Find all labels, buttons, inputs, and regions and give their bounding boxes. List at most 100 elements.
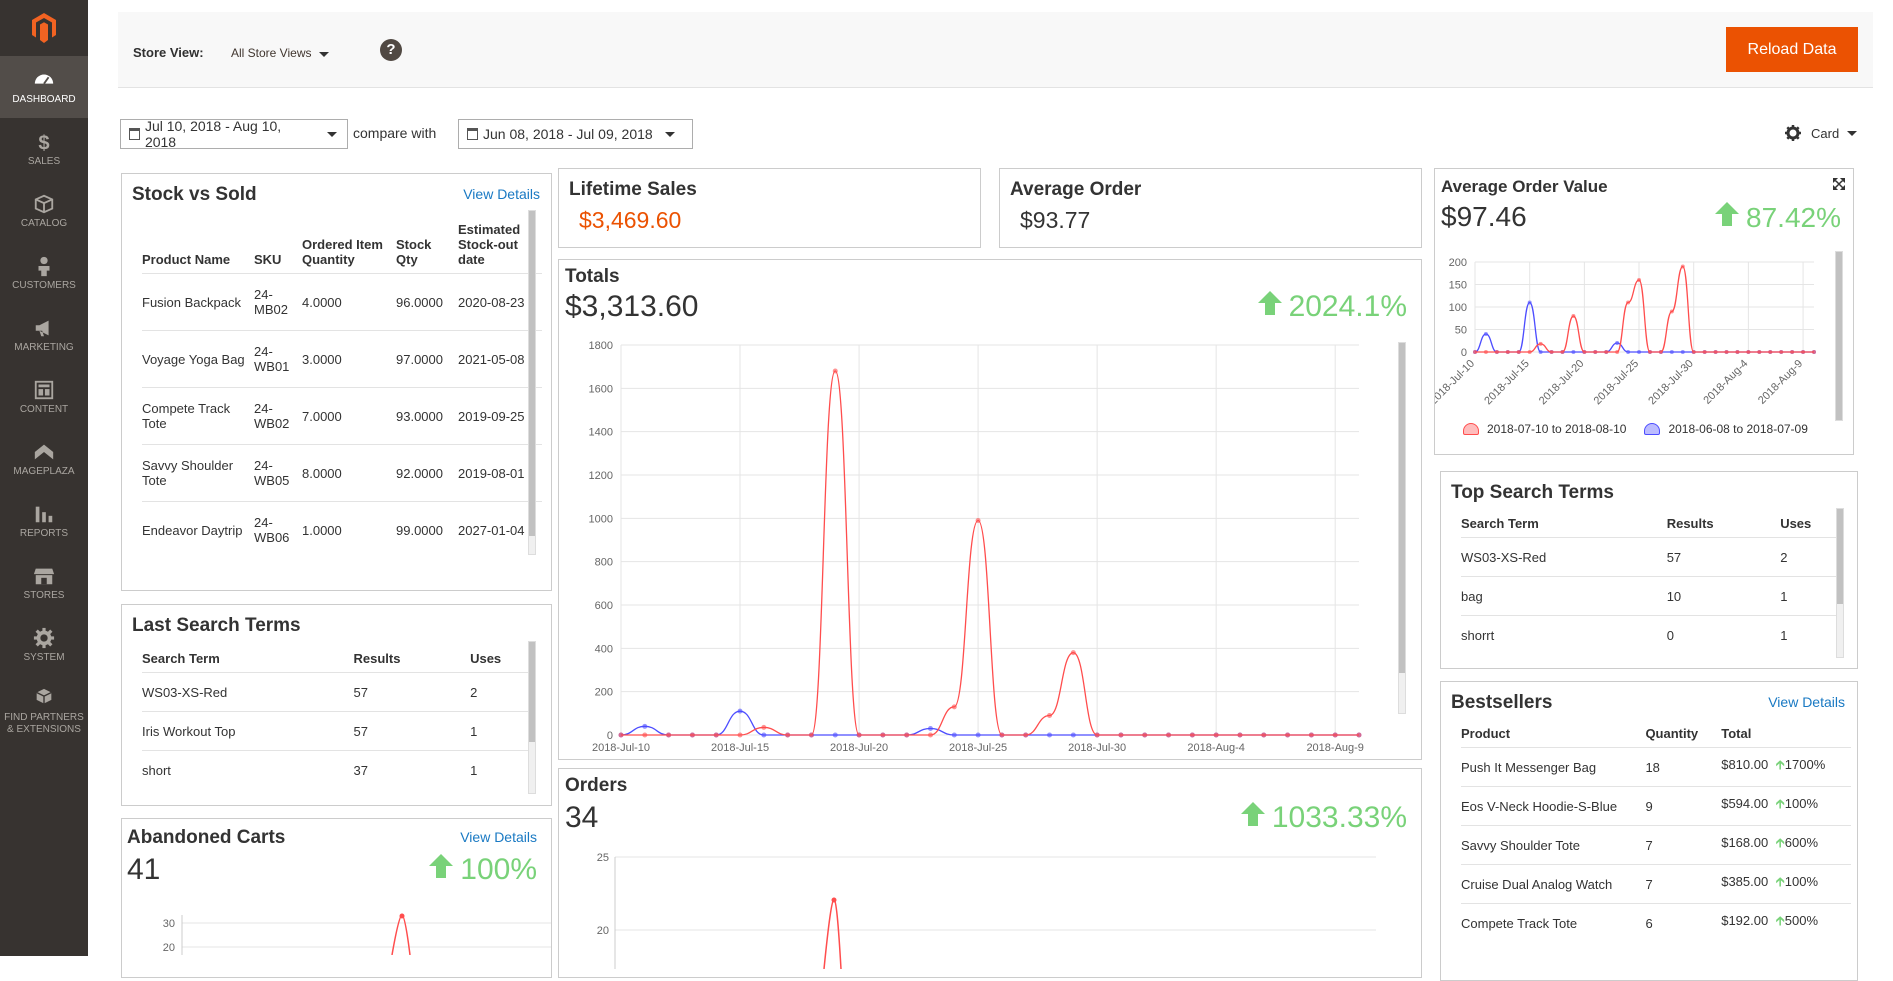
view-details-link[interactable]: View Details (1768, 694, 1845, 710)
data-point[interactable] (1812, 350, 1816, 354)
data-point[interactable] (1669, 309, 1674, 314)
view-mode-switcher[interactable]: Card (1785, 125, 1858, 141)
data-point[interactable] (713, 732, 719, 738)
data-point[interactable] (1637, 350, 1642, 354)
data-point[interactable] (1538, 350, 1543, 354)
date-range-picker[interactable]: Jul 10, 2018 - Aug 10, 2018 (120, 118, 348, 150)
scrollbar[interactable] (1835, 251, 1843, 421)
data-point[interactable] (1637, 278, 1642, 282)
data-point[interactable] (1604, 350, 1609, 354)
data-point[interactable] (999, 732, 1005, 738)
data-point[interactable] (808, 732, 814, 738)
data-point[interactable] (689, 732, 695, 738)
data-point[interactable] (1189, 732, 1195, 738)
sidebar-item-stores[interactable]: STORES (0, 552, 88, 614)
data-point[interactable] (1615, 341, 1620, 345)
data-point[interactable] (1658, 350, 1663, 354)
sidebar-item-find[interactable]: FIND PARTNERS & EXTENSIONS (0, 676, 88, 746)
data-point[interactable] (1626, 300, 1631, 305)
data-point[interactable] (832, 368, 838, 374)
table-row[interactable]: Compete Track Tote 24-WB02 7.0000 93.0000 20… (142, 387, 542, 445)
data-point[interactable] (1516, 350, 1521, 354)
sidebar-item-customers[interactable]: CUSTOMERS (0, 242, 88, 304)
data-point[interactable] (1582, 350, 1587, 354)
data-point[interactable] (1779, 350, 1784, 354)
reload-data-button[interactable]: Reload Data (1726, 27, 1858, 72)
sidebar-item-reports[interactable]: REPORTS (0, 490, 88, 552)
data-point[interactable] (1213, 732, 1219, 738)
table-row[interactable]: short 37 1 (142, 750, 532, 790)
sidebar-item-catalog[interactable]: CATALOG (0, 180, 88, 242)
sidebar-item-sales[interactable]: $ SALES (0, 118, 88, 180)
data-point[interactable] (1285, 732, 1291, 738)
sidebar-item-marketing[interactable]: MARKETING (0, 304, 88, 366)
data-point[interactable] (1626, 350, 1631, 354)
data-point[interactable] (1483, 332, 1488, 336)
data-point[interactable] (1724, 350, 1729, 354)
table-row[interactable]: Endeavor Daytrip 24-WB06 1.0000 99.0000 2027… (142, 501, 542, 559)
data-point[interactable] (618, 732, 624, 738)
table-row[interactable]: Push It Messenger Bag 18 $810.00 🡱1700% (1461, 747, 1851, 787)
data-point[interactable] (1593, 350, 1598, 354)
compare-range-picker[interactable]: Jun 08, 2018 - Jul 09, 2018 (458, 119, 693, 149)
data-point[interactable] (1560, 350, 1565, 354)
data-point[interactable] (1047, 713, 1053, 718)
data-point[interactable] (1308, 732, 1314, 738)
scrollbar[interactable] (528, 210, 536, 555)
scrollbar[interactable] (1836, 508, 1844, 658)
store-view-switcher[interactable]: All Store Views (231, 46, 330, 60)
data-point[interactable] (1571, 314, 1576, 318)
data-point[interactable] (1757, 350, 1762, 354)
data-point[interactable] (1473, 350, 1477, 354)
data-point[interactable] (1070, 732, 1076, 738)
sidebar-item-content[interactable]: CONTENT (0, 366, 88, 428)
table-row[interactable]: Cruise Dual Analog Watch 7 $385.00 🡱100% (1461, 864, 1851, 904)
data-point[interactable] (1118, 732, 1124, 738)
data-point[interactable] (1356, 732, 1362, 738)
data-point[interactable] (642, 732, 648, 738)
data-point[interactable] (1494, 350, 1499, 354)
data-point[interactable] (1023, 732, 1029, 738)
data-point[interactable] (927, 732, 933, 738)
help-icon[interactable]: ? (380, 39, 402, 61)
view-details-link[interactable]: View Details (460, 829, 537, 845)
data-point[interactable] (785, 732, 791, 738)
data-point[interactable] (1713, 350, 1718, 354)
sidebar-item-system[interactable]: SYSTEM (0, 614, 88, 676)
data-point[interactable] (1801, 350, 1806, 354)
data-point[interactable] (1680, 350, 1685, 354)
data-point[interactable] (1142, 732, 1148, 738)
table-row[interactable]: WS03-XS-Red 57 2 (142, 672, 532, 712)
table-row[interactable]: Eos V-Neck Hoodie-S-Blue 9 $594.00 🡱100% (1461, 786, 1851, 826)
table-row[interactable]: shorrt 0 1 (1461, 615, 1841, 655)
data-point[interactable] (1691, 350, 1696, 354)
data-point[interactable] (666, 732, 672, 738)
expand-icon[interactable] (1832, 177, 1846, 195)
data-point[interactable] (1571, 350, 1576, 354)
scrollbar[interactable] (1398, 342, 1406, 714)
table-row[interactable]: Compete Track Tote 6 $192.00 🡱500% (1461, 903, 1851, 943)
data-point[interactable] (1790, 350, 1795, 354)
magento-logo[interactable] (0, 0, 88, 56)
table-row[interactable]: bag 10 1 (1461, 576, 1841, 616)
table-row[interactable]: Savvy Shoulder Tote 7 $168.00 🡱600% (1461, 825, 1851, 865)
data-point[interactable] (832, 732, 838, 738)
table-row[interactable]: WS03-XS-Red 57 2 (1461, 537, 1841, 577)
data-point[interactable] (737, 708, 743, 714)
data-point[interactable] (975, 732, 981, 738)
data-point[interactable] (1746, 350, 1751, 354)
table-row[interactable]: Iris Workout Top 57 1 (142, 711, 532, 751)
data-point[interactable] (1261, 732, 1267, 738)
data-point[interactable] (951, 732, 957, 738)
data-point[interactable] (1647, 350, 1652, 354)
data-point[interactable] (880, 732, 886, 738)
data-point[interactable] (1669, 350, 1674, 354)
data-point[interactable] (1166, 732, 1172, 738)
data-point[interactable] (951, 704, 957, 710)
sidebar-item-mageplaza[interactable]: MAGEPLAZA (0, 428, 88, 490)
data-point[interactable] (1615, 350, 1620, 354)
table-row[interactable]: Fusion Backpack 24-MB02 4.0000 96.0000 2020-… (142, 273, 542, 331)
data-point[interactable] (1047, 732, 1053, 738)
sidebar-item-dashboard[interactable]: DASHBOARD (0, 56, 88, 118)
data-point[interactable] (1768, 350, 1773, 354)
